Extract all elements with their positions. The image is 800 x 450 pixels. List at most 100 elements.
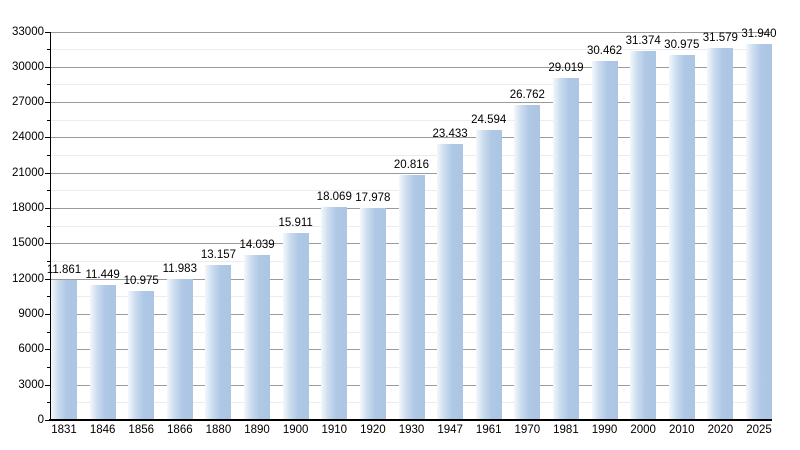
y-tick: [47, 190, 50, 192]
bar-value-label: 14.039: [239, 238, 275, 251]
x-tick-label: 1856: [128, 424, 155, 436]
bar-value-label: 18.069: [316, 191, 352, 204]
bar-value-label: 24.594: [471, 114, 507, 127]
y-tick-label: 9000: [18, 308, 44, 321]
bar: [707, 48, 734, 419]
y-tick: [45, 172, 50, 174]
gridline-major: [50, 172, 772, 174]
x-axis-line: [49, 419, 772, 421]
bar: [514, 104, 541, 419]
y-tick-label: 3000: [18, 378, 44, 391]
x-tick-label: 1866: [167, 424, 193, 436]
y-tick-label: 18000: [12, 202, 44, 215]
bar-value-label: 23.433: [432, 128, 468, 141]
bar: [552, 78, 579, 419]
bar: [321, 207, 348, 419]
gridline-major: [50, 31, 772, 33]
bar-value-label: 31.940: [741, 27, 777, 40]
gridline-minor: [50, 155, 772, 157]
x-tick-label: 1990: [591, 424, 618, 436]
bar: [166, 278, 193, 419]
x-tick-label: 1947: [437, 424, 463, 436]
y-tick-label: 33000: [12, 25, 44, 38]
y-axis-line: [50, 31, 51, 420]
y-tick: [45, 243, 50, 245]
y-tick: [47, 331, 50, 333]
bar-value-label: 17.978: [355, 192, 391, 205]
y-tick: [47, 49, 50, 51]
x-tick-label: 1961: [475, 424, 502, 436]
y-tick: [47, 402, 50, 404]
y-tick: [45, 349, 50, 351]
x-tick-label: 1880: [205, 424, 232, 436]
x-tick-label: 1981: [553, 424, 579, 436]
bar: [630, 50, 657, 419]
y-tick-label: 15000: [12, 237, 44, 250]
bar: [359, 208, 386, 419]
bar-value-label: 13.157: [200, 249, 237, 262]
y-tick: [45, 208, 50, 210]
bar-value-label: 26.762: [509, 88, 545, 101]
y-tick-label: 0: [37, 414, 44, 426]
y-tick: [47, 261, 50, 263]
bar-value-label: 20.816: [393, 158, 430, 171]
bar: [128, 290, 155, 419]
bar-value-label: 15.911: [278, 216, 313, 229]
bar-value-label: 11.861: [46, 264, 82, 277]
y-tick: [47, 119, 50, 121]
bar-value-label: 31.579: [702, 32, 738, 45]
bar: [668, 55, 695, 419]
y-tick: [47, 84, 50, 86]
gridline-major: [50, 66, 772, 68]
bar-value-label: 10.975: [123, 274, 159, 287]
bar: [591, 61, 618, 419]
y-tick: [45, 278, 50, 280]
y-tick-label: 27000: [12, 96, 44, 109]
bar-value-label: 11.983: [162, 262, 197, 275]
x-tick-label: 2010: [668, 424, 695, 436]
bar-value-label: 30.975: [664, 39, 700, 52]
x-tick-label: 1970: [514, 424, 541, 436]
gridline-minor: [50, 119, 772, 121]
y-tick: [45, 420, 50, 421]
y-tick-label: 30000: [12, 60, 44, 73]
x-tick-label: 2000: [630, 424, 656, 436]
bar-value-label: 11.449: [85, 269, 120, 282]
y-tick: [45, 102, 50, 104]
x-tick-label: 2025: [746, 424, 772, 436]
y-tick-label: 6000: [18, 343, 44, 356]
bar: [51, 280, 77, 419]
x-tick-label: 1831: [51, 424, 77, 436]
y-tick: [45, 66, 50, 68]
bar: [746, 43, 772, 419]
bar: [244, 254, 271, 419]
x-tick-label: 1930: [398, 424, 425, 436]
y-tick: [45, 31, 50, 33]
y-tick: [47, 367, 50, 369]
y-tick-label: 12000: [12, 272, 44, 285]
y-tick: [47, 225, 50, 227]
bar: [282, 232, 309, 419]
y-tick-label: 21000: [12, 166, 44, 179]
y-tick: [45, 137, 50, 139]
bar-value-label: 30.462: [586, 45, 623, 58]
x-tick-label: 2020: [707, 424, 734, 436]
bar: [89, 285, 116, 419]
gridline-minor: [50, 84, 772, 86]
bar-value-label: 31.374: [625, 34, 661, 47]
bar: [475, 130, 502, 419]
y-tick: [47, 155, 50, 157]
x-tick-label: 1920: [360, 424, 386, 436]
x-tick-label: 1910: [321, 424, 348, 436]
bar: [205, 265, 232, 419]
gridline-major: [50, 137, 772, 139]
bar: [398, 174, 425, 419]
x-tick-label: 1890: [244, 424, 270, 436]
y-tick: [45, 314, 50, 316]
y-tick: [45, 384, 50, 386]
bar: [437, 144, 464, 419]
